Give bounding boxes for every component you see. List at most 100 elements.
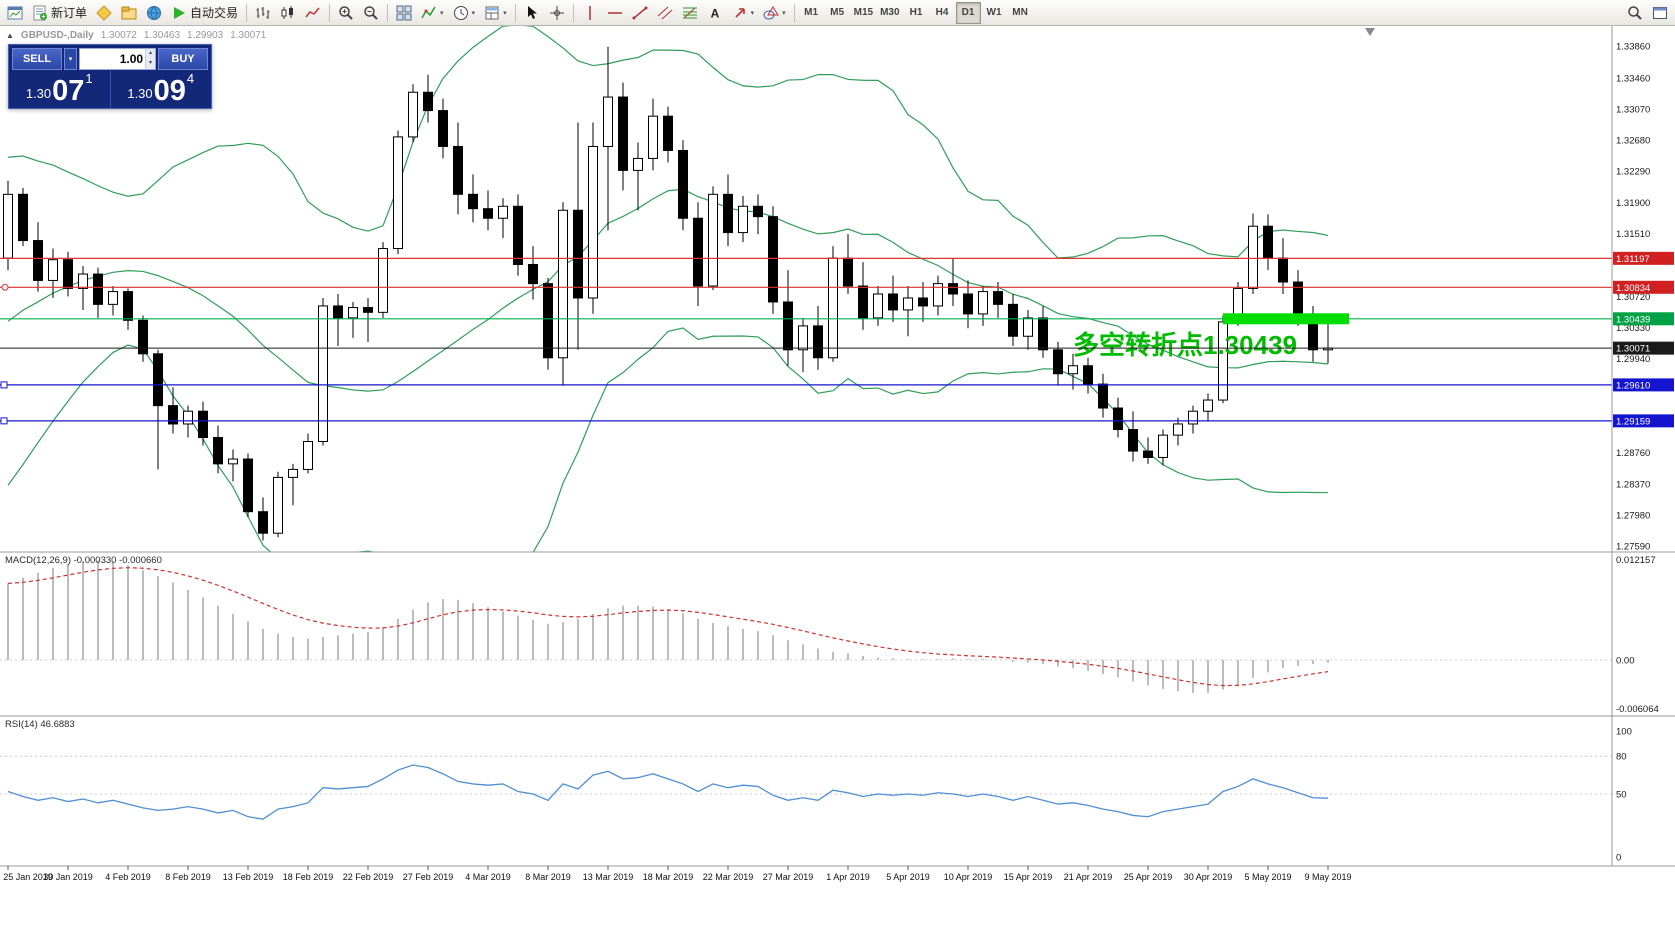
lot-decrease-button[interactable]: ▾ bbox=[146, 59, 155, 69]
line-chart-icon bbox=[305, 5, 321, 21]
chart-window-icon bbox=[7, 5, 23, 21]
turning-point-annotation[interactable]: 多空转折点1.30439 bbox=[1073, 330, 1297, 360]
arrows-icon bbox=[732, 5, 748, 21]
svg-text:1.31197: 1.31197 bbox=[1616, 254, 1650, 265]
collapse-trade-panel-arrow[interactable]: ▲ bbox=[6, 31, 14, 40]
turning-point-highlight[interactable] bbox=[1223, 313, 1349, 325]
toolbar-channel-button[interactable] bbox=[653, 2, 677, 24]
lot-size-input[interactable] bbox=[80, 49, 146, 69]
ohlc-close: 1.30071 bbox=[230, 30, 267, 41]
svg-text:1 Apr 2019: 1 Apr 2019 bbox=[826, 872, 870, 882]
toolbar-zoom-in-button[interactable] bbox=[334, 2, 358, 24]
toolbar-new-order-button[interactable]: 新订单 bbox=[28, 2, 91, 24]
svg-text:A: A bbox=[710, 6, 719, 20]
window-expand-icon bbox=[1652, 5, 1668, 21]
fibo-icon bbox=[682, 5, 698, 21]
toolbar-separator bbox=[514, 3, 516, 22]
buy-price[interactable]: 1.30 09 4 bbox=[109, 71, 212, 108]
tile-icon bbox=[396, 5, 412, 21]
toolbar-auto-trading-button[interactable]: 自动交易 bbox=[167, 2, 242, 24]
svg-text:18 Mar 2019: 18 Mar 2019 bbox=[643, 872, 694, 882]
svg-text:1.29940: 1.29940 bbox=[1616, 354, 1650, 365]
toolbar-search-button[interactable] bbox=[1623, 2, 1647, 24]
toolbar-separator bbox=[246, 3, 248, 22]
toolbar-shapes-button[interactable]: ▾ bbox=[759, 2, 790, 24]
hline-handle[interactable] bbox=[0, 417, 8, 425]
toolbar-candle-mode-button[interactable] bbox=[276, 2, 300, 24]
toolbar-metaeditor-button[interactable] bbox=[92, 2, 116, 24]
macd-panel bbox=[0, 560, 1612, 693]
timeframe-M30-button[interactable]: M30 bbox=[877, 2, 902, 24]
svg-text:1.31510: 1.31510 bbox=[1616, 229, 1650, 240]
toolbar-chart-window-button[interactable] bbox=[3, 2, 27, 24]
toolbar-zoom-out-button[interactable] bbox=[359, 2, 383, 24]
svg-text:1.30439: 1.30439 bbox=[1616, 314, 1650, 325]
zoom-out-icon bbox=[363, 5, 379, 21]
svg-text:25 Apr 2019: 25 Apr 2019 bbox=[1124, 872, 1173, 882]
toolbar: 新订单 自动交易 ▾ ▾ ▾ A ▾ ▾ M1 M5 M15 M30 H1 H4 D1 W1 MN bbox=[0, 0, 1675, 26]
sell-price[interactable]: 1.30 07 1 bbox=[9, 71, 110, 108]
bb-lower-band bbox=[7, 327, 1329, 552]
buy-button[interactable]: BUY bbox=[158, 48, 208, 70]
svg-text:5 May 2019: 5 May 2019 bbox=[1244, 872, 1291, 882]
timeframe-M5-button[interactable]: M5 bbox=[825, 2, 850, 24]
toolbar-trendline-button[interactable] bbox=[628, 2, 652, 24]
toolbar-periods-button[interactable]: ▾ bbox=[449, 2, 480, 24]
indicators-icon bbox=[421, 5, 437, 21]
one-click-trading-panel: SELL ▾ ▴ ▾ BUY 1.30 07 1 1.30 09 4 bbox=[8, 44, 212, 109]
template-icon bbox=[484, 5, 500, 21]
lot-increase-button[interactable]: ▴ bbox=[146, 49, 155, 59]
timeframe-MN-button[interactable]: MN bbox=[1008, 2, 1033, 24]
metaeditor-icon bbox=[96, 4, 112, 21]
toolbar-horizontal-line-button[interactable] bbox=[603, 2, 627, 24]
new-order-icon bbox=[32, 5, 48, 21]
sell-button[interactable]: SELL bbox=[12, 48, 62, 70]
svg-text:30 Jan 2019: 30 Jan 2019 bbox=[43, 872, 93, 882]
profiles-icon bbox=[121, 5, 137, 21]
hline-handle[interactable] bbox=[1, 283, 9, 291]
toolbar-indicators-button[interactable]: ▾ bbox=[417, 2, 448, 24]
svg-text:1.30330: 1.30330 bbox=[1616, 323, 1650, 334]
timeframe-M15-button[interactable]: M15 bbox=[851, 2, 876, 24]
timeframe-M1-button[interactable]: M1 bbox=[799, 2, 824, 24]
toolbar-arrow-objects-button[interactable]: ▾ bbox=[728, 2, 759, 24]
toolbar-vertical-line-button[interactable] bbox=[578, 2, 602, 24]
toolbar-fibonacci-button[interactable] bbox=[678, 2, 702, 24]
search-icon bbox=[1627, 5, 1643, 21]
toolbar-tile-windows-button[interactable] bbox=[392, 2, 416, 24]
toolbar-cursor-button[interactable] bbox=[520, 2, 544, 24]
hline-handle[interactable] bbox=[0, 381, 8, 389]
svg-text:1.27980: 1.27980 bbox=[1616, 510, 1650, 521]
toolbar-crosshair-button[interactable] bbox=[545, 2, 569, 24]
timeframe-D1-button[interactable]: D1 bbox=[955, 1, 981, 24]
candles-icon bbox=[280, 5, 296, 21]
crosshair-icon bbox=[549, 5, 565, 21]
toolbar-new-chart-window-button[interactable] bbox=[1648, 2, 1672, 24]
toolbar-text-label-button[interactable]: A bbox=[703, 2, 727, 24]
svg-text:13 Mar 2019: 13 Mar 2019 bbox=[583, 872, 634, 882]
chart-shift-marker[interactable] bbox=[1365, 28, 1375, 36]
toolbar-templates-button[interactable]: ▾ bbox=[480, 2, 511, 24]
toolbar-profiles-button[interactable] bbox=[117, 2, 141, 24]
svg-text:27 Mar 2019: 27 Mar 2019 bbox=[763, 872, 814, 882]
svg-text:50: 50 bbox=[1616, 790, 1627, 801]
chart-header: ▲ GBPUSD-,Daily 1.30072 1.30463 1.29903 … bbox=[6, 30, 266, 41]
svg-text:1.31900: 1.31900 bbox=[1616, 198, 1650, 209]
svg-text:22 Mar 2019: 22 Mar 2019 bbox=[703, 872, 754, 882]
timeframe-H1-button[interactable]: H1 bbox=[904, 2, 929, 24]
order-options-caret[interactable]: ▾ bbox=[64, 48, 77, 70]
svg-text:13 Feb 2019: 13 Feb 2019 bbox=[223, 872, 274, 882]
toolbar-market-watch-button[interactable] bbox=[142, 2, 166, 24]
toolbar-line-mode-button[interactable] bbox=[301, 2, 325, 24]
toolbar-bar-chart-mode-button[interactable] bbox=[251, 2, 275, 24]
svg-text:1.32290: 1.32290 bbox=[1616, 167, 1650, 178]
main-chart-layer: 多空转折点1.30439 bbox=[0, 26, 1612, 552]
timeframe-H4-button[interactable]: H4 bbox=[930, 2, 955, 24]
svg-text:30 Apr 2019: 30 Apr 2019 bbox=[1184, 872, 1233, 882]
svg-text:1.30834: 1.30834 bbox=[1616, 283, 1650, 294]
svg-text:0.012157: 0.012157 bbox=[1616, 555, 1656, 566]
timeframe-W1-button[interactable]: W1 bbox=[982, 2, 1007, 24]
buy-price-big: 09 bbox=[153, 75, 186, 107]
svg-text:80: 80 bbox=[1616, 752, 1627, 763]
